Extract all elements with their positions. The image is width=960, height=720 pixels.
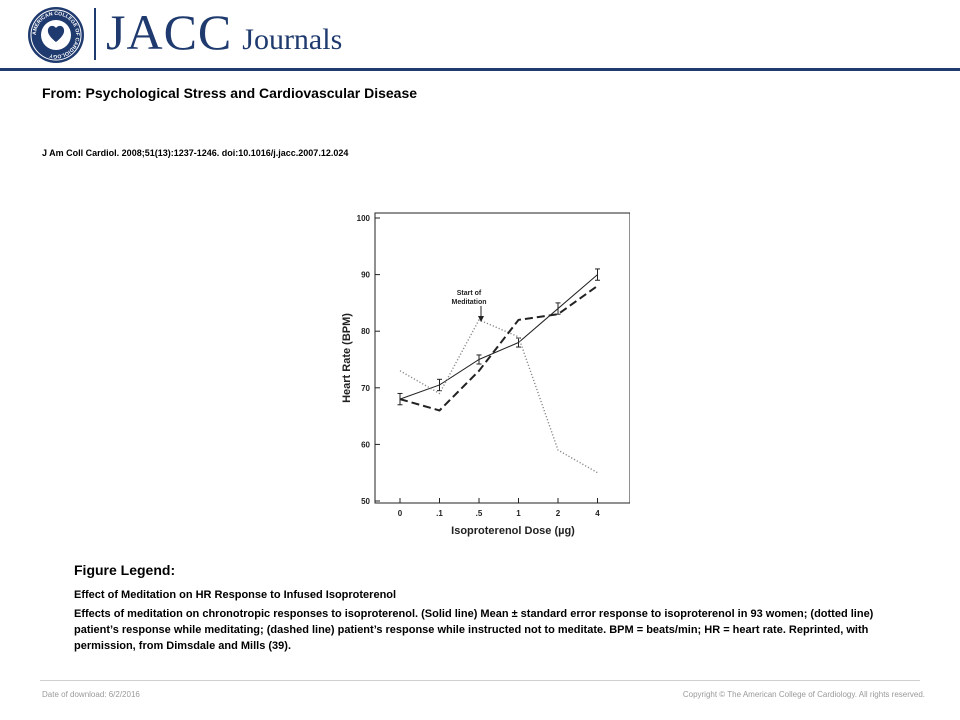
figure-legend-title: Effect of Meditation on HR Response to I… [74,589,397,601]
y-tick-label: 90 [361,271,370,280]
x-tick-label: 0 [398,509,403,518]
article-citation: J Am Coll Cardiol. 2008;51(13):1237-1246… [42,148,349,158]
series-solid-line [399,274,598,400]
logo-main-text: JACC [106,4,233,60]
footer-rule [40,680,920,681]
annotation-text: Start of [457,290,482,297]
series-layer [397,268,600,474]
journal-header: AMERICAN COLLEGE OF CARDIOLOGY JACC Journ… [0,0,960,68]
series-dashed-line [399,285,599,412]
acc-seal-logo: AMERICAN COLLEGE OF CARDIOLOGY [28,7,84,63]
figure-legend-body: Effects of meditation on chronotropic re… [74,608,874,652]
annotation-text: Meditation [452,299,487,306]
figure-legend-heading: Figure Legend: [74,562,176,578]
header-rule [0,68,960,71]
x-tick-label: .5 [476,509,483,518]
y-tick-label: 100 [357,214,371,223]
logo-sub-text: Journals [242,23,343,56]
article-title: From: Psychological Stress and Cardiovas… [42,85,418,101]
logo-divider [94,8,96,60]
heart-rate-chart: 50 60 70 80 90 100 0 .1 .5 1 2 4 Start of Meditatio… [341,212,630,537]
x-axis-ticks: 0 .1 .5 1 2 4 [398,498,600,518]
y-tick-label: 50 [361,497,370,506]
series-dotted-line [399,318,598,474]
x-tick-label: 2 [556,509,561,518]
jacc-journals-logo: JACC Journals [106,3,342,65]
y-axis-label: Heart Rate (BPM) [341,313,353,403]
y-tick-label: 70 [361,384,370,393]
plot-frame [374,212,630,504]
y-axis-ticks: 50 60 70 80 90 100 [357,214,380,506]
annotation-layer: Start of Meditation [452,290,487,322]
download-date: Date of download: 6/2/2016 [42,690,140,699]
y-tick-label: 80 [361,327,370,336]
copyright-notice: Copyright © The American College of Card… [682,690,925,699]
y-tick-label: 60 [361,440,370,449]
x-axis-label: Isoproterenol Dose (µg) [451,525,575,537]
x-tick-label: 4 [595,509,600,518]
x-tick-label: .1 [436,509,443,518]
x-tick-label: 1 [516,509,521,518]
annotation-arrow-head [478,316,484,322]
